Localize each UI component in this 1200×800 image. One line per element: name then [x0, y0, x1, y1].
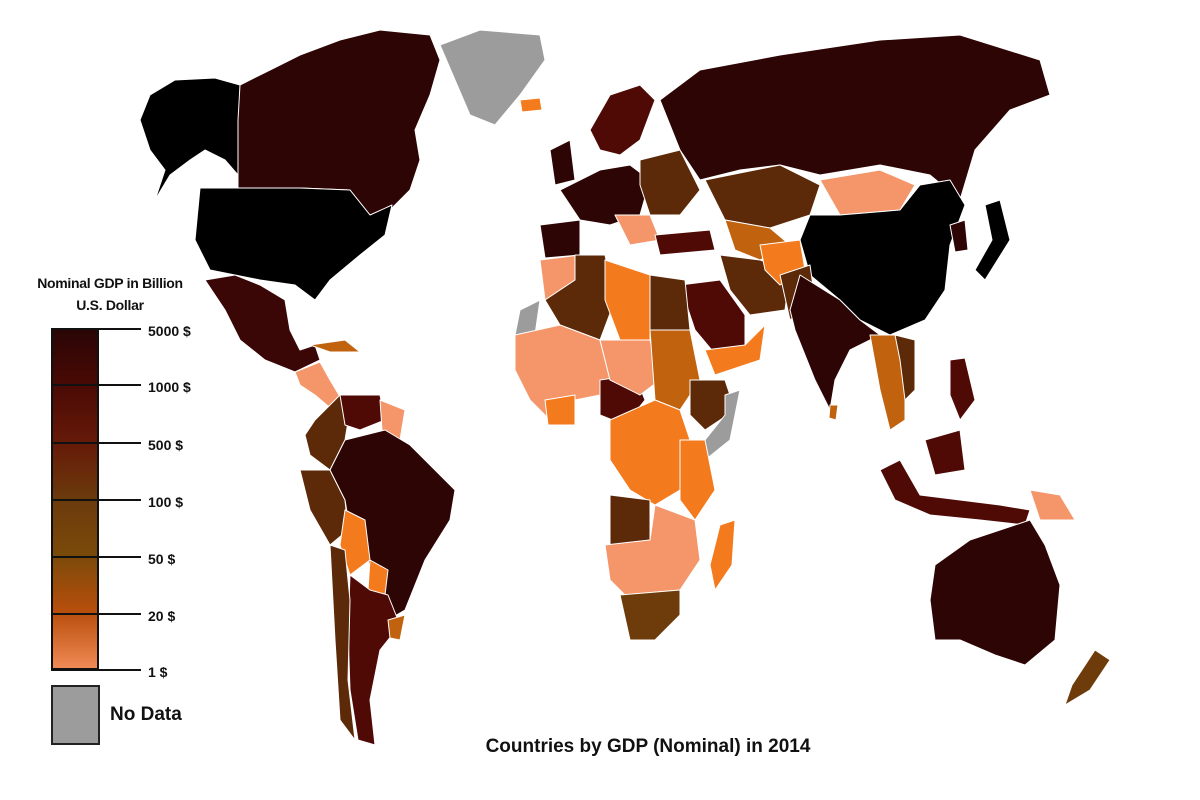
- country-mongolia: [819, 169, 916, 216]
- country-sri-lanka: [828, 404, 839, 421]
- legend-tick-label: 20 $: [148, 608, 176, 624]
- legend-tick: [51, 556, 141, 558]
- country-chad-niger: [599, 339, 661, 396]
- country-papua-new-guinea: [1029, 489, 1076, 521]
- country-borneo: [924, 429, 966, 476]
- legend-tick: [51, 499, 141, 501]
- country-venezuela: [339, 394, 386, 431]
- country-south-africa: [619, 589, 681, 641]
- country-spain: [539, 219, 581, 259]
- country-russia: [659, 34, 1051, 201]
- country-greenland: [439, 29, 546, 126]
- legend-tick: [51, 442, 141, 444]
- country-madagascar: [709, 519, 736, 591]
- legend-no-data-label: No Data: [110, 704, 182, 725]
- country-chile: [329, 544, 356, 741]
- country-iceland: [519, 97, 543, 113]
- legend-tick-label: 5000 $: [148, 323, 191, 339]
- country-balkans: [614, 214, 661, 246]
- legend-tick: [51, 613, 141, 615]
- country-southern-africa: [604, 504, 701, 596]
- country-congo: [609, 399, 691, 506]
- map-title: Countries by GDP (Nominal) in 2014: [485, 736, 811, 757]
- country-canada: [237, 29, 441, 216]
- country-korea: [949, 219, 969, 253]
- country-australia: [929, 519, 1061, 666]
- legend-tick-label: 100 $: [148, 494, 184, 510]
- legend-title-line2: U.S. Dollar: [76, 297, 144, 313]
- country-india: [789, 274, 881, 411]
- legend-no-data-swatch: [51, 685, 100, 745]
- legend-tick-label: 1 $: [148, 664, 168, 680]
- legend-tick-label: 500 $: [148, 437, 184, 453]
- legend-title-line1: Nominal GDP in Billion: [37, 275, 183, 291]
- country-argentina: [347, 574, 401, 746]
- legend-tick: [51, 384, 141, 386]
- legend-tick-label: 50 $: [148, 551, 176, 567]
- country-libya: [604, 259, 651, 341]
- country-turkey: [654, 229, 716, 256]
- country-egypt: [649, 274, 691, 331]
- legend-tick: [51, 328, 141, 330]
- country-east-africa: [679, 439, 716, 521]
- country-cuba: [309, 339, 361, 353]
- country-philippines: [949, 357, 976, 421]
- country-west-africa: [514, 324, 611, 421]
- country-ghana: [544, 394, 576, 426]
- country-china: [799, 179, 966, 336]
- country-usa: [194, 187, 393, 301]
- country-japan: [974, 199, 1011, 281]
- country-yemen-oman: [704, 324, 766, 376]
- country-new-zealand: [1064, 649, 1111, 706]
- country-angola: [609, 494, 651, 546]
- country-uk: [549, 139, 576, 186]
- legend-tick: [51, 669, 141, 671]
- legend-title: Nominal GDP in Billion U.S. Dollar: [30, 272, 190, 316]
- country-indonesia: [879, 459, 1031, 526]
- country-uruguay: [387, 614, 406, 641]
- country-vietnam: [894, 334, 916, 401]
- country-west-sahara: [514, 299, 541, 336]
- country-scandinavia: [589, 84, 656, 156]
- legend-tick-label: 1000 $: [148, 379, 191, 395]
- country-bolivia: [339, 509, 371, 576]
- country-alaska: [139, 77, 241, 201]
